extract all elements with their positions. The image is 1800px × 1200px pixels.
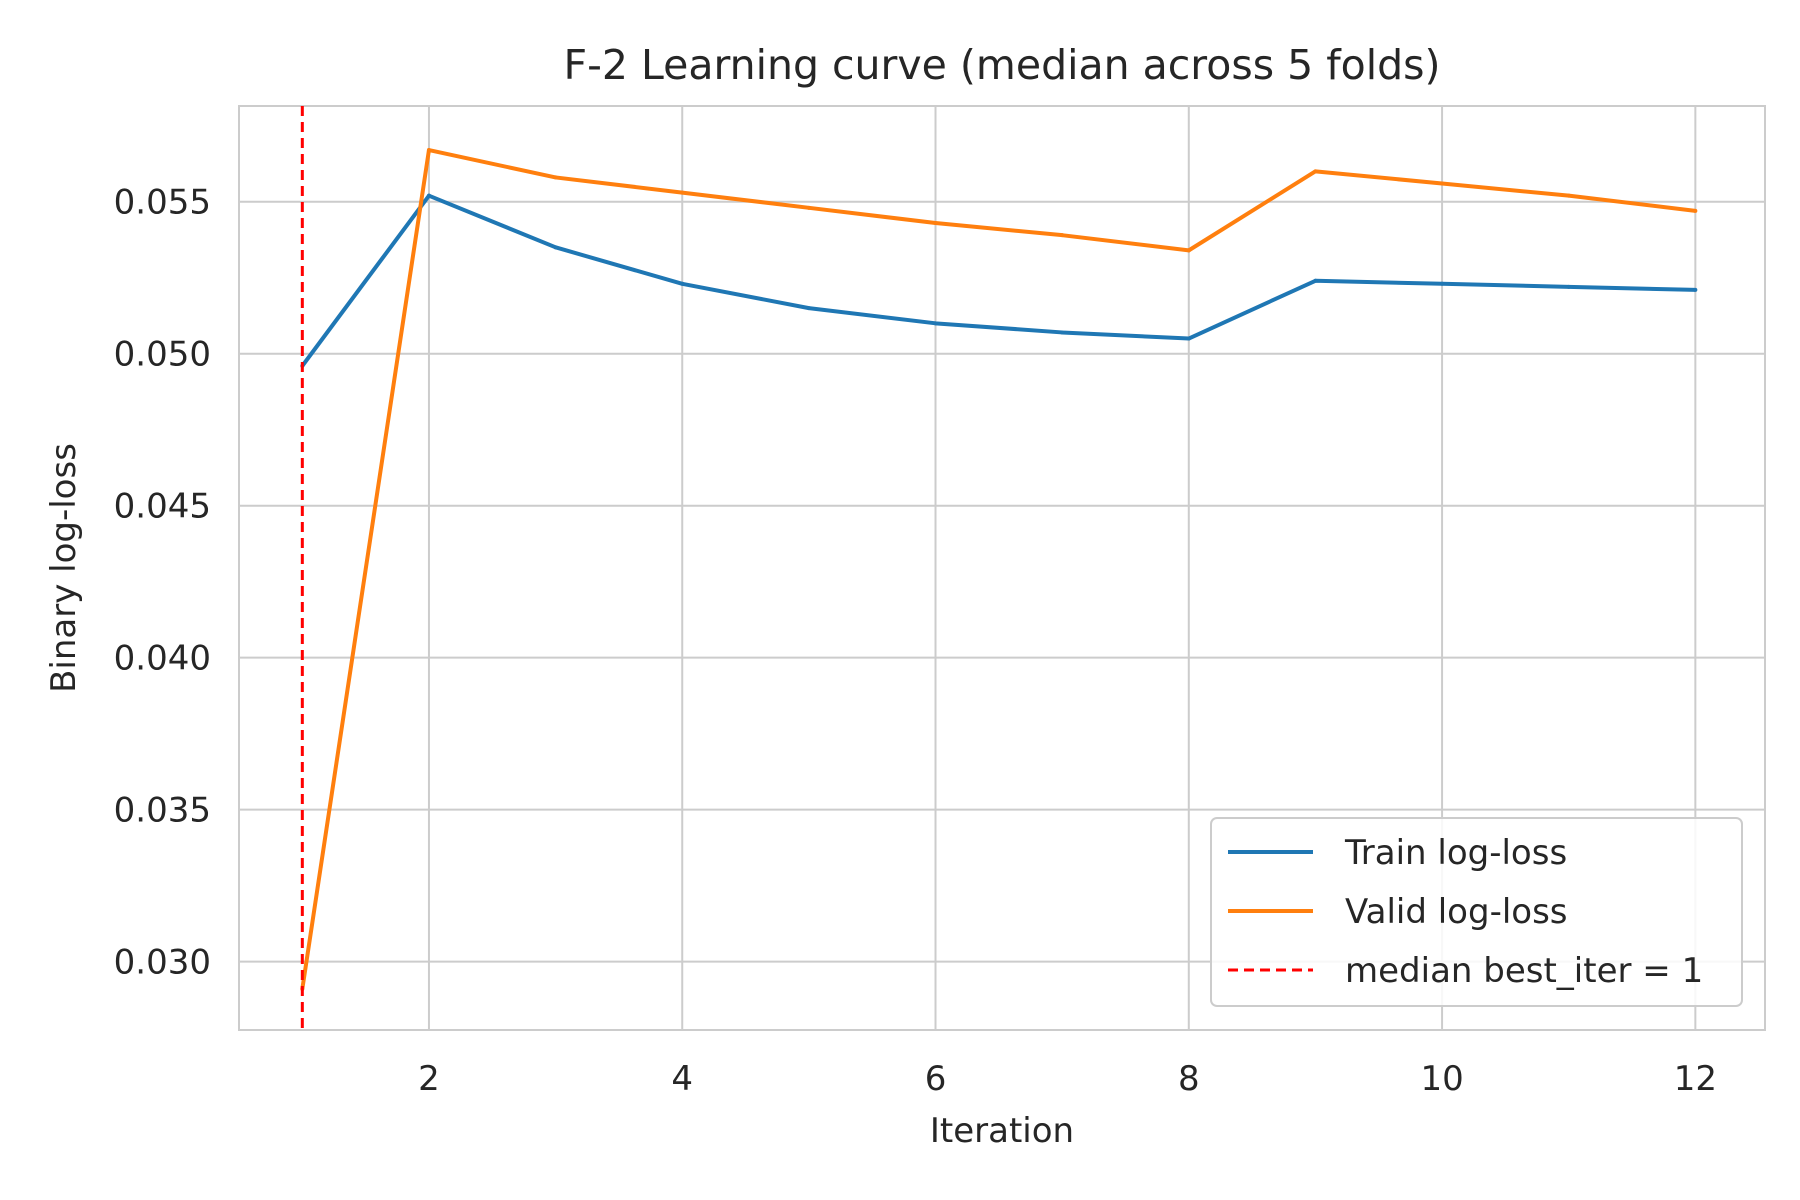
tick-labels: 2 4 6 8 10 12 0.030 0.035 0.040 0.045 0.050 0.055 [114, 183, 1717, 1099]
data-point-train [933, 321, 938, 326]
data-point-valid [1440, 181, 1445, 186]
data-point-valid [1186, 248, 1191, 253]
data-point-valid [1313, 169, 1318, 174]
x-tick-label: 12 [1674, 1059, 1717, 1099]
x-tick-label: 8 [1178, 1059, 1200, 1099]
legend-valid-label: Valid log-loss [1345, 892, 1568, 932]
data-point-valid [1693, 208, 1698, 213]
legend-best-iter-label: median best_iter = 1 [1345, 951, 1703, 991]
data-point-train [553, 245, 558, 250]
data-point-valid [680, 190, 685, 195]
data-point-valid [933, 221, 938, 226]
series-layer [300, 106, 1698, 1030]
data-point-valid [426, 148, 431, 153]
data-point-train [806, 306, 811, 311]
data-point-valid [1566, 193, 1571, 198]
y-tick-label: 0.050 [114, 335, 211, 375]
plot-frame [238, 105, 1766, 1031]
x-tick-label: 6 [925, 1059, 947, 1099]
y-tick-label: 0.035 [114, 791, 211, 831]
data-point-train [1313, 278, 1318, 283]
data-point-train [1693, 287, 1698, 292]
data-point-train [1186, 336, 1191, 341]
x-tick-label: 10 [1420, 1059, 1463, 1099]
data-point-train [1060, 330, 1065, 335]
y-axis-label: Binary log-loss [44, 443, 84, 693]
data-point-train [680, 281, 685, 286]
chart-title: F-2 Learning curve (median across 5 fold… [563, 41, 1440, 89]
x-axis-label: Iteration [930, 1111, 1074, 1151]
data-point-valid [806, 205, 811, 210]
x-tick-label: 2 [418, 1059, 440, 1099]
y-tick-label: 0.040 [114, 639, 211, 679]
series-line-train [300, 193, 1696, 368]
data-point-train [1440, 281, 1445, 286]
legend: Train log-loss Valid log-loss median bes… [1210, 817, 1743, 1007]
legend-box [1210, 817, 1743, 1007]
data-point-valid [1060, 233, 1065, 238]
data-point-valid [553, 175, 558, 180]
data-point-train [1566, 284, 1571, 289]
data-point-train [426, 193, 431, 198]
series-line-valid [300, 148, 1696, 990]
y-tick-label: 0.055 [114, 183, 211, 223]
y-tick-label: 0.045 [114, 487, 211, 527]
legend-train-label: Train log-loss [1344, 833, 1567, 873]
y-tick-label: 0.030 [114, 943, 211, 983]
x-tick-label: 4 [671, 1059, 693, 1099]
